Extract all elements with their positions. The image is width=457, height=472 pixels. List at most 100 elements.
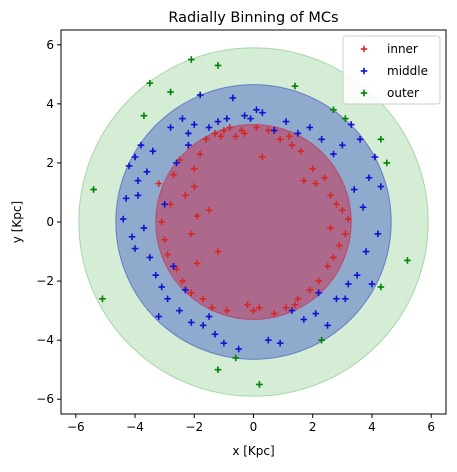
outer-point xyxy=(342,115,349,122)
outer-point xyxy=(318,336,325,344)
inner-point xyxy=(276,135,284,143)
middle-point xyxy=(140,224,148,232)
inner-bin-circle xyxy=(155,124,352,320)
inner-point xyxy=(327,192,334,199)
inner-point xyxy=(291,301,299,309)
axes: −6 −4 −2 0 2 4 6 −6 −4 −2 0 2 4 6 xyxy=(36,38,435,434)
middle-point xyxy=(220,339,228,347)
inner-point xyxy=(214,248,222,255)
middle-point xyxy=(199,322,207,329)
inner-point xyxy=(333,200,340,208)
x-tick-label: 2 xyxy=(309,420,317,434)
middle-point xyxy=(170,263,177,270)
middle-point xyxy=(161,200,168,208)
inner-point xyxy=(256,304,263,311)
middle-point xyxy=(176,307,183,314)
inner-point xyxy=(182,192,189,199)
legend: inner middle outer xyxy=(342,35,441,105)
inner-point xyxy=(161,236,168,244)
legend-marker-middle xyxy=(360,67,368,75)
middle-point xyxy=(270,127,278,134)
middle-point xyxy=(122,195,130,202)
inner-point xyxy=(306,286,314,294)
outer-point xyxy=(99,295,106,303)
middle-point xyxy=(134,192,142,199)
middle-point xyxy=(333,295,340,303)
middle-point xyxy=(152,271,160,279)
inner-point xyxy=(226,124,234,131)
inner-point xyxy=(265,127,272,134)
middle-point xyxy=(330,150,337,158)
inner-point xyxy=(211,130,219,137)
middle-point xyxy=(356,135,364,143)
middle-point xyxy=(155,313,163,320)
inner-point xyxy=(315,277,322,285)
x-tick-label: 0 xyxy=(250,420,258,434)
outer-point xyxy=(377,283,385,291)
middle-point xyxy=(185,130,192,137)
middle-point xyxy=(371,153,379,161)
y-tick-label: 0 xyxy=(46,215,54,229)
middle-point xyxy=(315,289,322,297)
middle-point xyxy=(288,307,296,314)
inner-point xyxy=(193,260,201,267)
middle-point xyxy=(247,115,254,122)
inner-point xyxy=(285,133,293,140)
middle-point xyxy=(149,147,157,155)
radial-bin-circles xyxy=(78,47,429,397)
middle-point xyxy=(196,91,204,99)
inner-point xyxy=(244,301,251,309)
inner-point xyxy=(217,133,225,140)
middle-point xyxy=(282,118,290,125)
legend-box xyxy=(342,35,441,105)
middle-point xyxy=(312,310,319,317)
x-tick-label: −6 xyxy=(67,420,85,434)
inner-point xyxy=(155,180,163,187)
outer-point xyxy=(214,366,222,373)
inner-point xyxy=(312,180,319,187)
middle-point xyxy=(365,174,373,181)
inner-point xyxy=(241,130,248,137)
y-tick-label: 2 xyxy=(46,156,54,170)
y-tick-label: −6 xyxy=(36,392,54,406)
inner-point xyxy=(190,165,198,173)
outer-point xyxy=(146,79,154,87)
middle-point xyxy=(179,115,186,122)
middle-point xyxy=(241,112,248,119)
outer-point xyxy=(404,257,411,264)
middle-point xyxy=(344,280,352,288)
inner-point xyxy=(288,141,296,149)
middle-point xyxy=(188,319,195,326)
middle-point xyxy=(134,177,142,184)
middle-point xyxy=(374,230,382,238)
outer-point xyxy=(232,354,240,362)
inner-point xyxy=(188,289,195,297)
middle-point xyxy=(185,141,192,149)
outer-point xyxy=(291,82,299,90)
legend-marker-outer xyxy=(360,89,368,97)
outer-point xyxy=(330,106,337,114)
outer-point xyxy=(90,186,97,193)
middle-point xyxy=(318,135,325,143)
middle-point xyxy=(137,141,145,149)
inner-point xyxy=(199,295,207,303)
middle-point xyxy=(125,162,133,170)
inner-point xyxy=(300,177,308,184)
middle-point xyxy=(342,295,349,303)
middle-point xyxy=(353,271,361,279)
middle-point xyxy=(119,215,127,223)
inner-point xyxy=(208,304,216,311)
inner-point xyxy=(223,307,231,314)
inner-point xyxy=(336,242,343,249)
middle-point xyxy=(294,130,302,137)
inner-point xyxy=(220,127,228,134)
chart-title: Radially Binning of MCs xyxy=(168,10,338,26)
outer-point xyxy=(140,112,148,119)
inner-point xyxy=(309,165,317,173)
inner-point xyxy=(193,212,201,220)
inner-point xyxy=(202,135,210,143)
x-axis-label: x [Kpc] xyxy=(232,444,274,458)
middle-point xyxy=(205,124,213,131)
middle-point xyxy=(131,245,139,252)
middle-point xyxy=(276,339,284,347)
